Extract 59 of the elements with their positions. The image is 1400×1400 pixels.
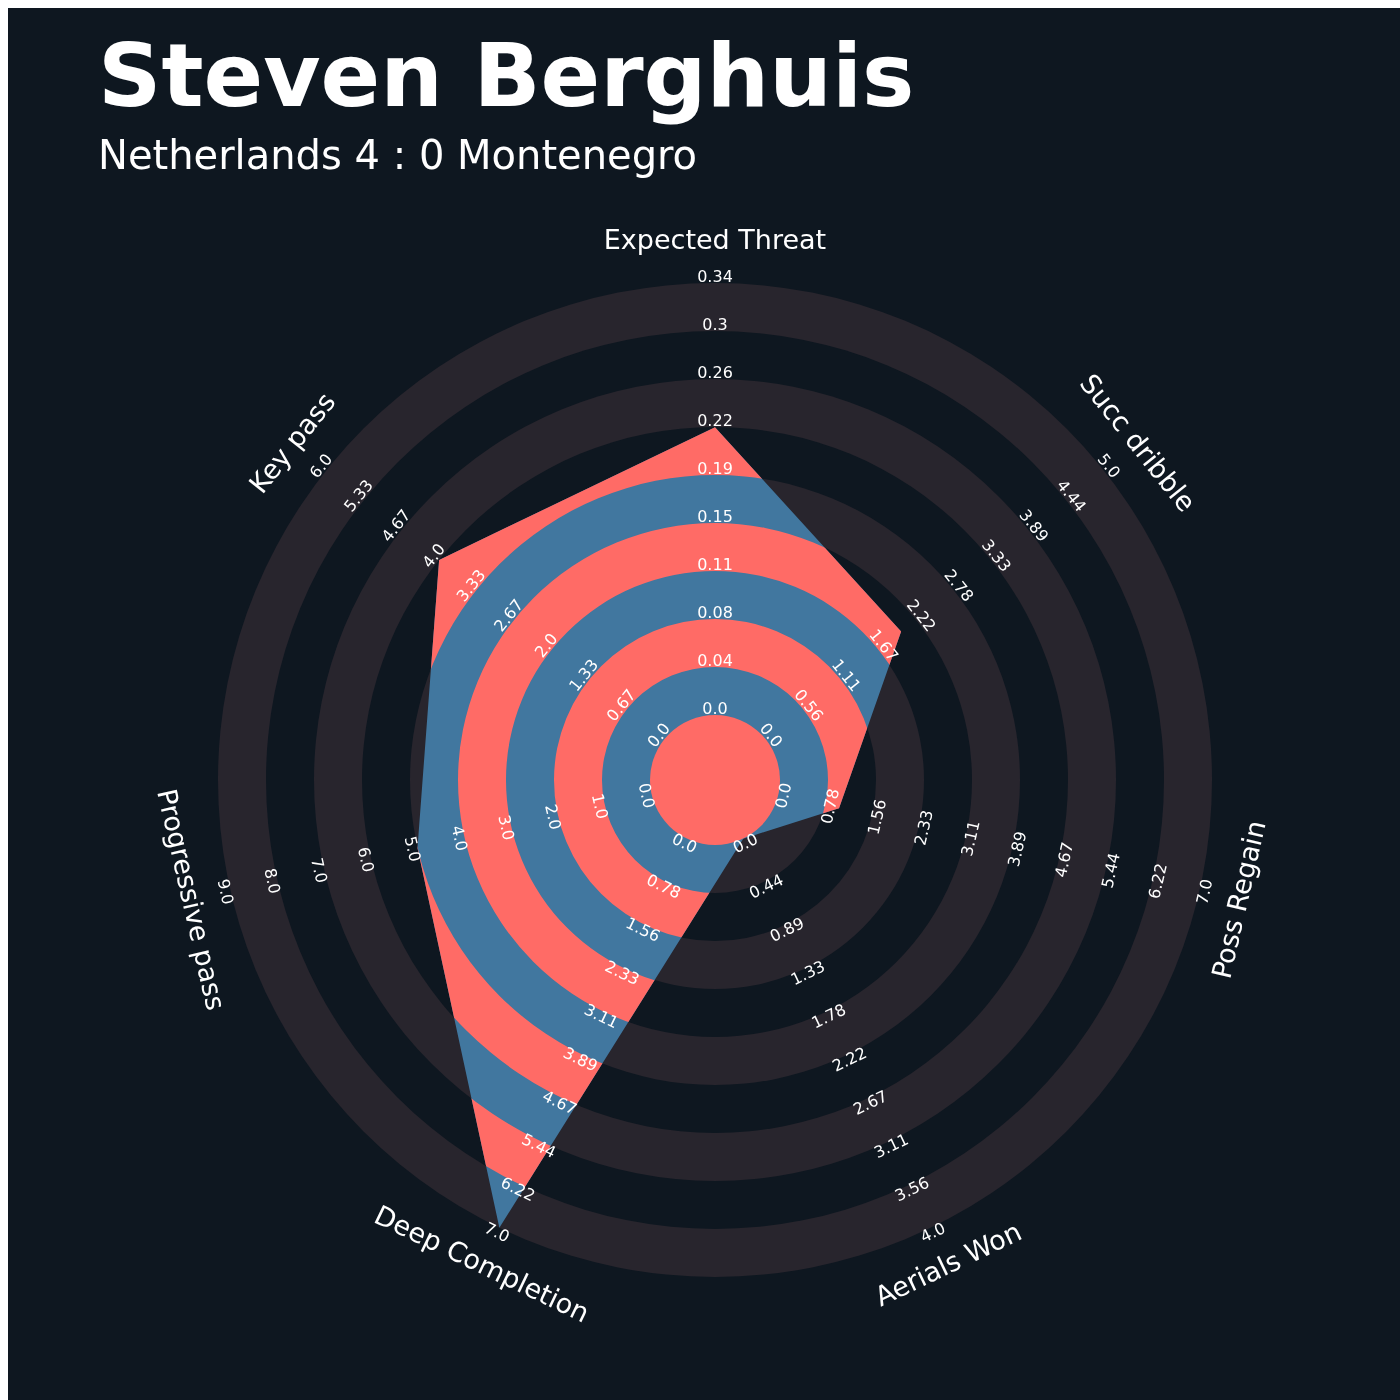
text: 7.0 [307, 855, 332, 885]
text: 2.0 [530, 629, 562, 662]
text: 0.0 [755, 719, 787, 751]
text: 4.67 [1050, 840, 1078, 880]
text: 2.33 [910, 808, 937, 848]
text: 0.08 [697, 602, 733, 622]
text: 4.0 [418, 539, 449, 572]
text: 1.33 [787, 956, 829, 990]
text: 2.67 [850, 1086, 891, 1119]
text: 0.0 [702, 698, 728, 718]
text: 4.67 [539, 1086, 580, 1119]
text: 0.0 [729, 828, 761, 858]
text: 3.56 [891, 1172, 933, 1206]
text: 5.44 [1097, 850, 1125, 890]
text: 3.11 [581, 999, 622, 1033]
text: 0.11 [697, 554, 733, 574]
text: 7.0 [481, 1218, 513, 1247]
text: 4.0 [917, 1218, 949, 1247]
text: 1.56 [622, 913, 664, 946]
text: 0.3 [702, 314, 728, 334]
text: 2.22 [829, 1043, 870, 1076]
text: 0.89 [766, 913, 808, 946]
text: 0.0 [643, 719, 675, 751]
text: 7.0 [1192, 877, 1217, 907]
text: 1.0 [587, 791, 613, 821]
text: 6.0 [353, 845, 379, 875]
text: 2.0 [541, 802, 566, 832]
text: 6.22 [497, 1172, 539, 1206]
text: 0.0 [669, 828, 701, 858]
spoke-label: Expected Threat [603, 223, 827, 255]
text: 6.22 [1144, 861, 1171, 901]
text: 3.11 [870, 1129, 912, 1163]
text: 4.0 [447, 823, 472, 853]
text: 0.0 [771, 781, 796, 811]
text: 5.44 [518, 1129, 560, 1163]
text: 0.26 [697, 362, 733, 382]
text: 6.0 [305, 449, 337, 482]
chart-title: Steven Berghuis [98, 24, 915, 127]
text: 0.0 [634, 781, 659, 811]
text: 3.0 [494, 813, 519, 843]
text: 0.78 [816, 786, 844, 826]
text: 0.34 [697, 266, 733, 286]
text: 3.89 [560, 1043, 601, 1076]
text: 1.78 [808, 999, 849, 1033]
text: 1.56 [863, 797, 891, 837]
text: 0.15 [697, 506, 733, 526]
text: 2.33 [601, 956, 643, 990]
text: 0.04 [697, 650, 733, 670]
text: 5.0 [1093, 449, 1125, 482]
text: 0.78 [643, 870, 684, 903]
text: 0.44 [746, 870, 787, 903]
text: 8.0 [260, 866, 285, 896]
text: 0.22 [697, 410, 733, 430]
text: 9.0 [213, 877, 238, 907]
chart-subtitle: Netherlands 4 : 0 Montenegro [98, 131, 698, 180]
text: 5.0 [400, 834, 425, 864]
text: 3.89 [1004, 829, 1031, 869]
text: 0.19 [697, 458, 733, 478]
text: 3.11 [957, 818, 984, 858]
